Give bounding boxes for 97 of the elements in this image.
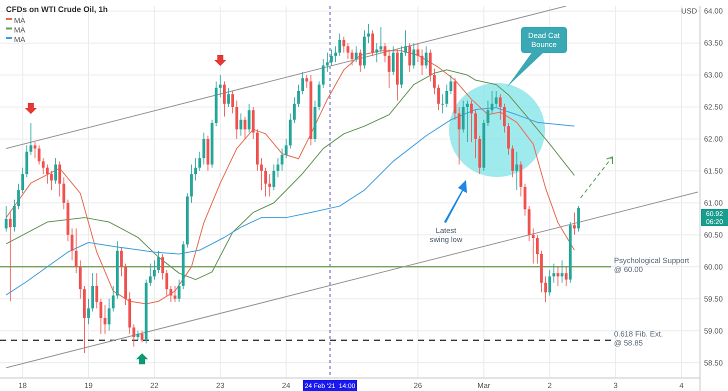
candlestick <box>153 260 156 280</box>
candlestick <box>470 100 473 143</box>
candlestick <box>564 266 568 286</box>
candlestick <box>433 68 436 95</box>
candlestick <box>235 100 238 140</box>
candlestick <box>490 90 494 114</box>
candlestick <box>108 298 111 332</box>
candlestick <box>91 272 94 312</box>
candlestick <box>494 90 498 108</box>
candlestick <box>227 87 230 108</box>
candlestick <box>293 97 296 124</box>
candlestick <box>524 183 526 216</box>
candlestick <box>297 84 300 108</box>
candlestick <box>112 286 115 312</box>
candlestick <box>358 49 362 72</box>
candlestick <box>354 46 358 63</box>
candlestick <box>416 42 420 63</box>
candlestick <box>13 199 16 232</box>
candlestick <box>21 167 24 194</box>
candlestick <box>99 298 102 334</box>
candlestick <box>194 158 197 181</box>
candlestick <box>507 122 510 156</box>
candlestick <box>437 84 440 111</box>
candlestick <box>280 148 284 172</box>
candlestick <box>70 228 74 261</box>
candlestick <box>449 74 452 95</box>
candlestick <box>428 49 432 82</box>
candlestick <box>350 49 354 66</box>
candlestick <box>157 250 160 274</box>
candlestick <box>218 74 222 98</box>
candlestick <box>330 49 333 66</box>
candlestick <box>38 144 41 165</box>
candlestick <box>462 100 465 133</box>
candlestick <box>178 279 181 302</box>
candlestick <box>515 151 518 190</box>
candlestick <box>379 26 382 54</box>
candlestick <box>367 23 370 44</box>
candlestick <box>174 286 176 302</box>
candlestick <box>384 42 386 63</box>
candlestick <box>231 90 234 114</box>
candlestick <box>318 81 321 111</box>
line-series <box>6 107 575 296</box>
candlestick <box>519 160 522 197</box>
candlestick <box>556 266 560 286</box>
candlestick <box>305 74 308 88</box>
candlestick <box>342 36 346 54</box>
candlestick <box>260 158 263 190</box>
line-series <box>6 50 575 304</box>
candlestick <box>388 49 391 88</box>
candlestick <box>560 260 564 284</box>
candlestick <box>536 234 539 264</box>
candlestick <box>552 263 556 284</box>
candlestick <box>34 142 36 159</box>
candlestick <box>161 254 164 280</box>
candlestick <box>25 144 28 178</box>
candlestick <box>486 100 490 127</box>
candlestick <box>104 304 106 334</box>
candlestick <box>445 84 448 108</box>
candlestick <box>87 298 90 325</box>
candlestick <box>301 71 304 95</box>
candlestick <box>577 206 580 232</box>
candlestick <box>573 212 576 236</box>
candlestick <box>511 144 514 178</box>
candlestick <box>264 167 267 197</box>
candlestick <box>169 286 172 302</box>
chart-title: CFDs on WTI Crude Oil, 1h <box>6 5 108 14</box>
candlestick <box>244 116 246 140</box>
candlestick <box>136 330 140 341</box>
candlestick <box>326 52 329 72</box>
candlestick <box>420 49 424 76</box>
candlestick <box>252 106 255 140</box>
candlestick <box>140 330 144 343</box>
candlestick <box>29 122 32 156</box>
candlestick <box>458 106 461 165</box>
candlestick <box>544 276 547 302</box>
candlestick <box>223 81 226 117</box>
candlestick <box>17 183 20 210</box>
candlestick <box>334 46 337 63</box>
candlestick <box>371 30 374 56</box>
candlestick <box>50 170 53 190</box>
candlestick <box>268 174 272 197</box>
candlestick <box>404 30 407 56</box>
candlestick <box>190 164 193 204</box>
candlestick <box>62 176 66 210</box>
candlestick <box>148 263 152 286</box>
candlestick <box>248 103 251 133</box>
candlestick <box>276 158 280 178</box>
line-series <box>6 69 575 280</box>
candlestick <box>424 46 428 70</box>
candlestick <box>120 247 123 277</box>
candlestick <box>54 158 57 184</box>
candlestick <box>466 100 469 143</box>
candlestick <box>46 164 49 184</box>
candlestick <box>503 103 506 133</box>
candlestick <box>392 46 395 76</box>
candlestick <box>239 112 242 136</box>
candlestick <box>346 42 350 60</box>
